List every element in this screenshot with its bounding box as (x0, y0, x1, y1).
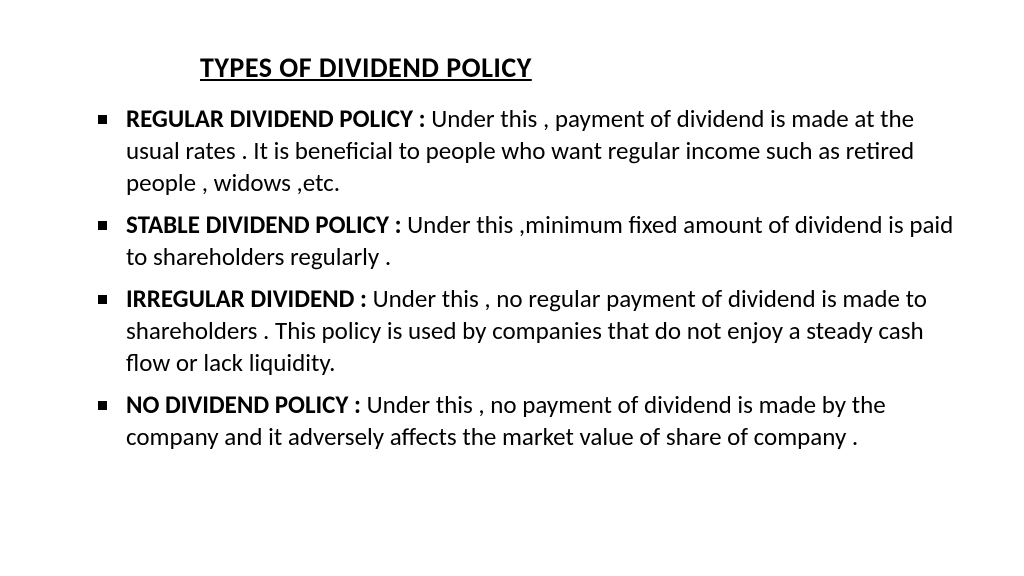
list-item: STABLE DIVIDEND POLICY : Under this ,min… (98, 209, 954, 273)
list-item: NO DIVIDEND POLICY : Under this , no pay… (98, 389, 954, 453)
term-label: NO DIVIDEND POLICY : (126, 389, 367, 420)
list-item: IRREGULAR DIVIDEND : Under this , no reg… (98, 283, 954, 379)
term-label: STABLE DIVIDEND POLICY : (126, 209, 407, 240)
slide-title: TYPES OF DIVIDEND POLICY (200, 50, 954, 85)
term-label: REGULAR DIVIDEND POLICY : (126, 103, 431, 134)
bullet-list: REGULAR DIVIDEND POLICY : Under this , p… (70, 103, 954, 453)
term-label: IRREGULAR DIVIDEND : (126, 283, 373, 314)
list-item: REGULAR DIVIDEND POLICY : Under this , p… (98, 103, 954, 199)
